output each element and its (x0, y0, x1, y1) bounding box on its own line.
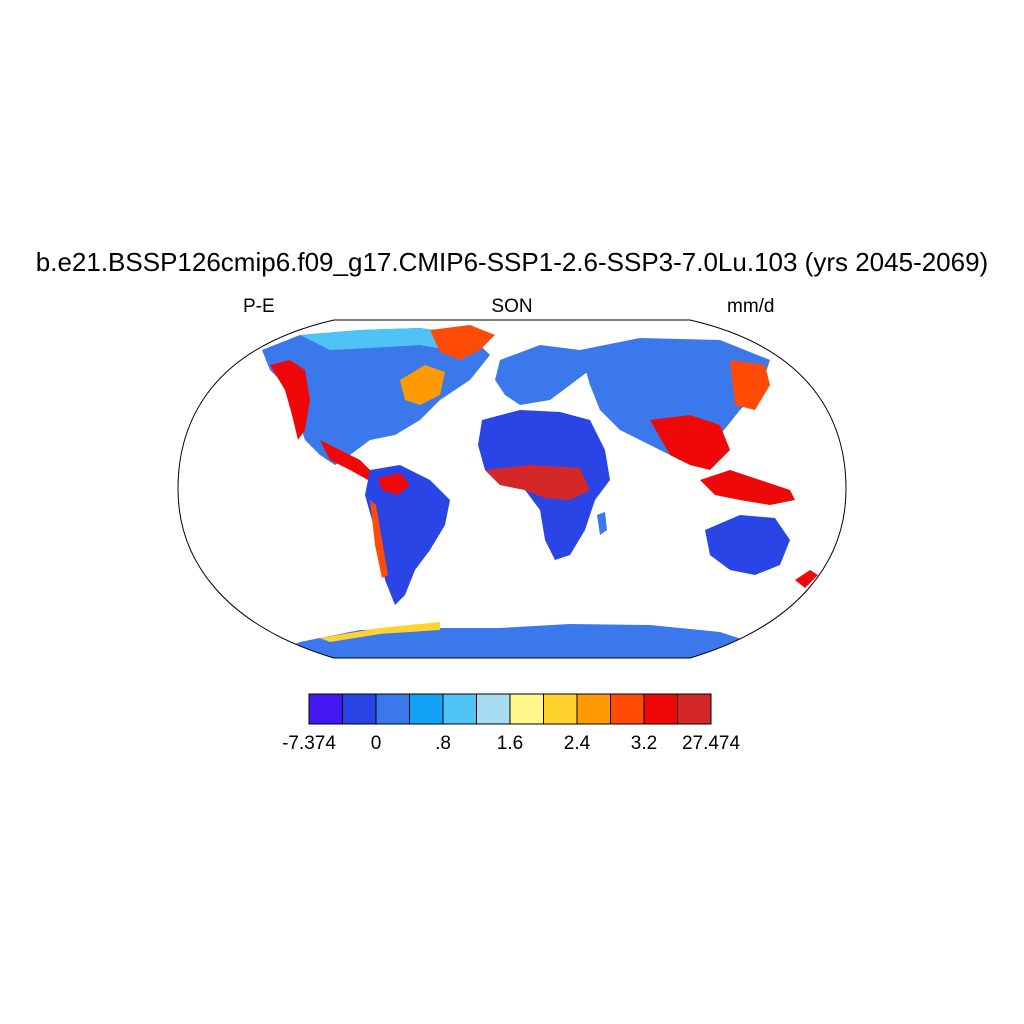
colorbar-swatch (476, 693, 511, 725)
antarctica-coast (320, 622, 440, 642)
colorbar-tick-label: .8 (435, 733, 451, 754)
north-america-east (400, 365, 445, 405)
colorbar-swatch (308, 693, 343, 725)
colorbar-swatch (442, 693, 477, 725)
south-america-amazon (378, 473, 410, 495)
colorbar-tick-label: 0 (370, 733, 382, 754)
canada-north (300, 328, 470, 352)
europe (495, 345, 590, 405)
south-america-andes (370, 500, 388, 578)
colorbar-swatch (509, 693, 544, 725)
colorbar-tick-label: 27.474 (681, 733, 741, 754)
asia-south-east (650, 415, 730, 470)
madagascar (597, 512, 607, 535)
colorbar-swatch (677, 693, 712, 725)
new-zealand (795, 570, 818, 588)
colorbar-swatch (409, 693, 444, 725)
units-label: mm/d (727, 296, 775, 317)
colorbar-tick-label: 1.6 (496, 733, 524, 754)
map-border (177, 319, 847, 659)
north-america (262, 328, 490, 465)
map-field (260, 325, 818, 658)
colorbar-swatch (610, 693, 645, 725)
africa-sahel (485, 465, 590, 500)
colorbar-swatch (643, 693, 678, 725)
colorbar-swatch (543, 693, 578, 725)
asia-east-coast (730, 360, 770, 410)
colorbar-tick-label: 2.4 (563, 733, 591, 754)
north-america-west-coast (270, 360, 310, 440)
australia (705, 515, 790, 575)
colorbar (308, 693, 712, 725)
colorbar-tick-label: -7.374 (282, 733, 336, 754)
map-title: b.e21.BSSP126cmip6.f09_g17.CMIP6-SSP1-2.… (35, 247, 989, 277)
colorbar-swatch (375, 693, 410, 725)
maritime-continent (700, 470, 795, 505)
asia (580, 338, 770, 460)
variable-label: P-E (243, 296, 275, 317)
colorbar-swatch (342, 693, 377, 725)
colorbar-tick-label: 3.2 (630, 733, 658, 754)
central-america (320, 440, 375, 480)
colorbar-swatch (576, 693, 611, 725)
season-label: SON (491, 296, 533, 317)
greenland (430, 325, 495, 360)
